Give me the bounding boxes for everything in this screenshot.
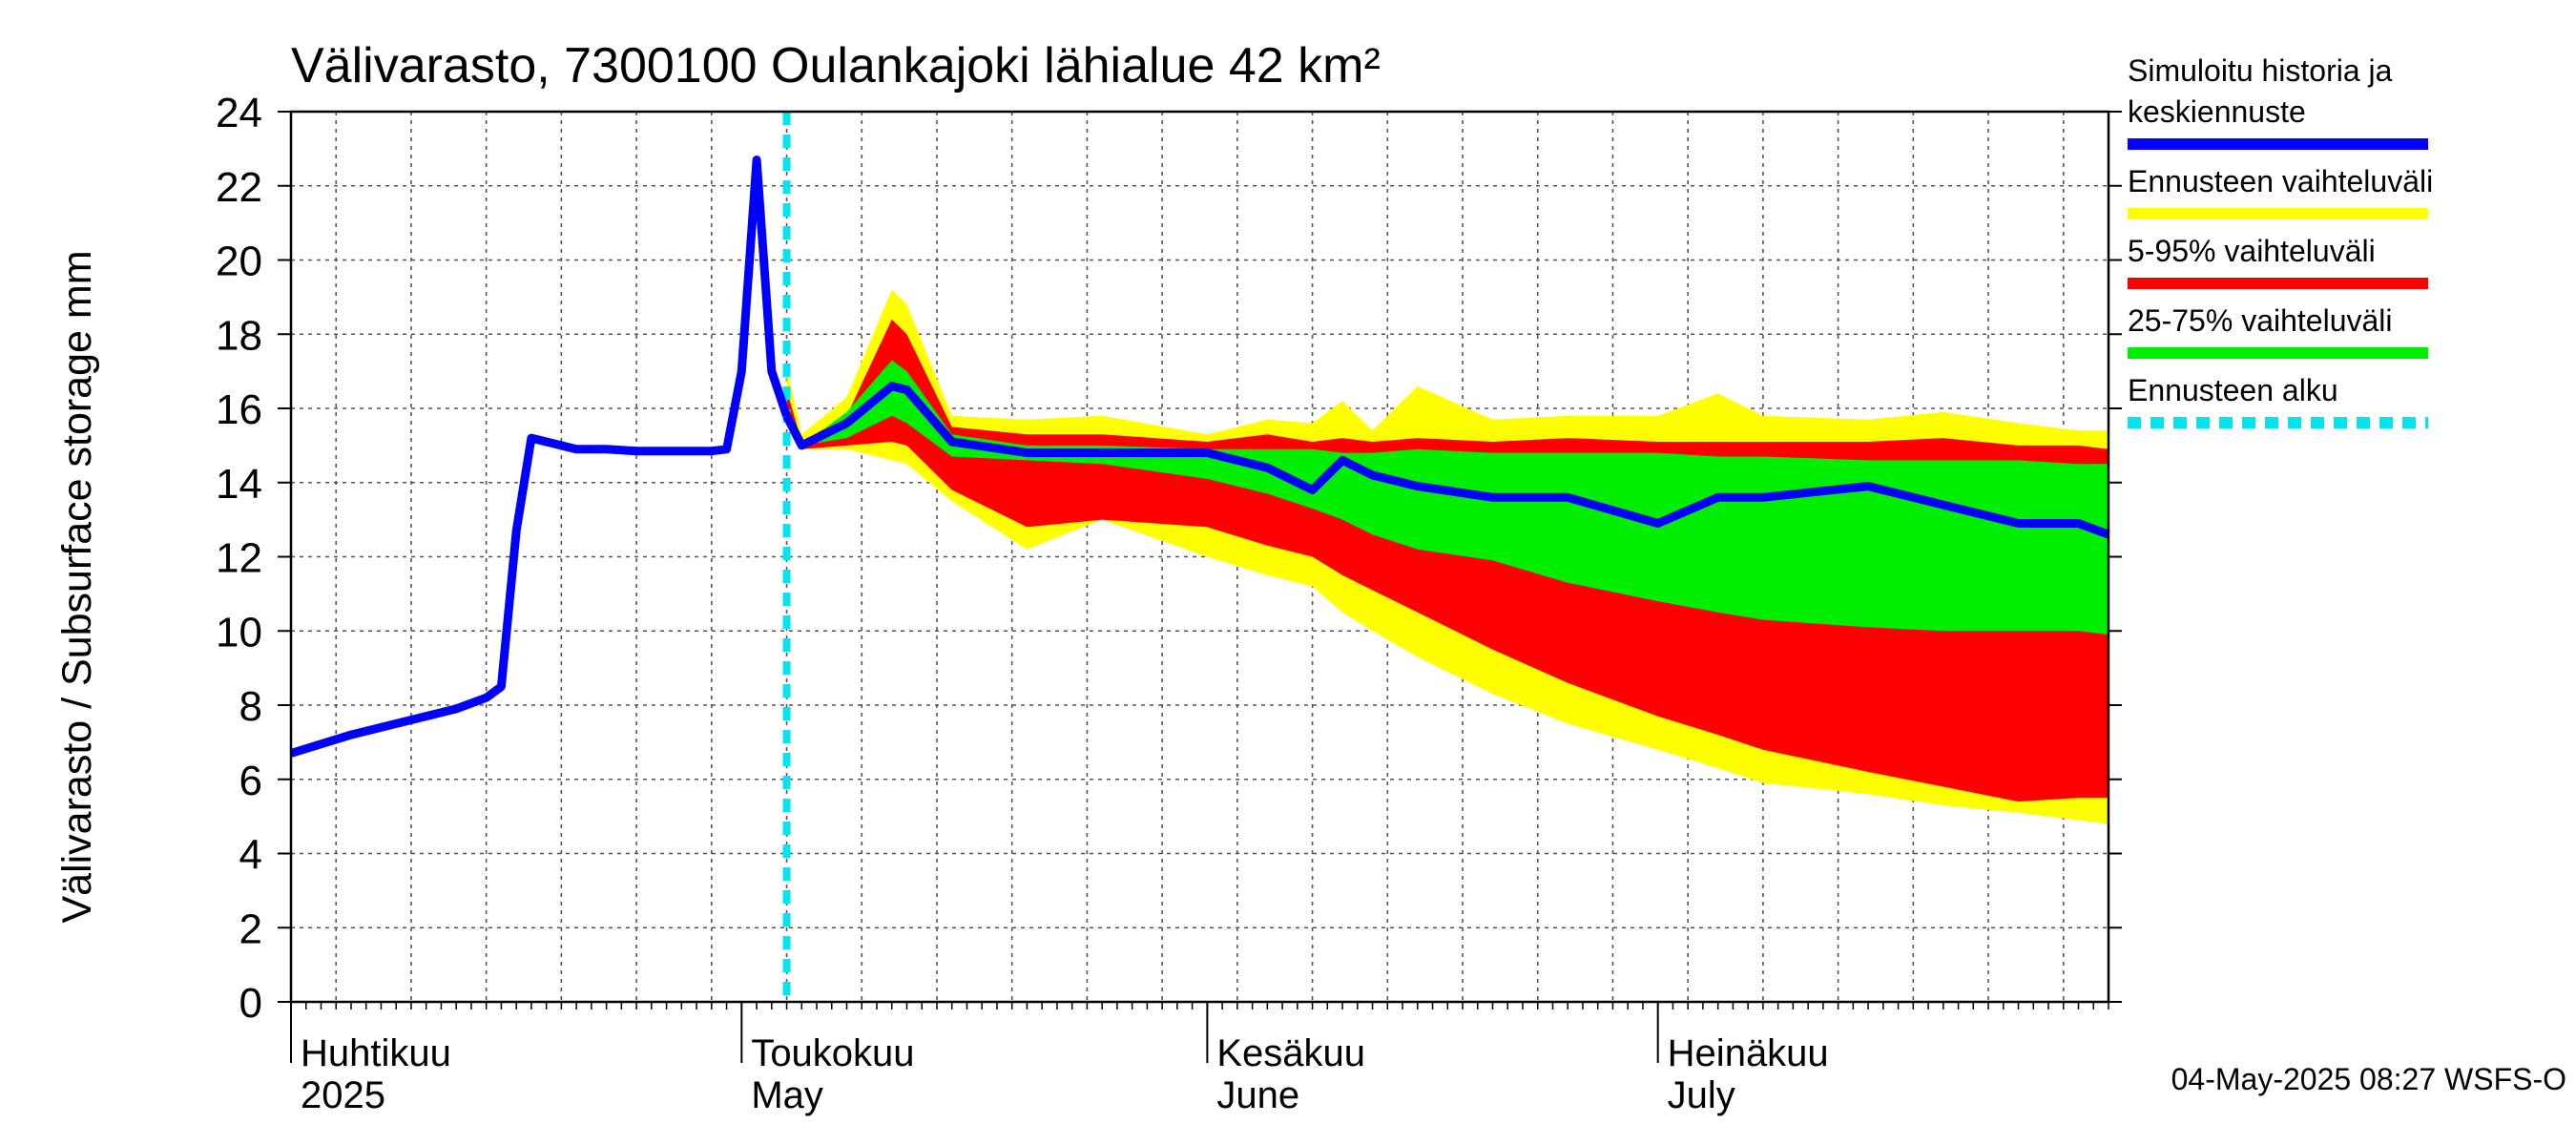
month-label: Huhtikuu bbox=[301, 1032, 451, 1074]
legend-label: Ennusteen vaihteluväli bbox=[2128, 164, 2433, 198]
y-tick-label: 6 bbox=[239, 758, 262, 804]
y-tick-label: 8 bbox=[239, 683, 262, 730]
plot-frame bbox=[289, 110, 2110, 1004]
y-tick-label: 16 bbox=[216, 386, 262, 433]
y-tick-label: 20 bbox=[216, 239, 262, 285]
month-sublabel: 2025 bbox=[301, 1074, 385, 1116]
y-tick-label: 2 bbox=[239, 906, 262, 952]
timestamp-footer: 04-May-2025 08:27 WSFS-O bbox=[2171, 1062, 2566, 1096]
month-sublabel: July bbox=[1668, 1074, 1735, 1116]
legend-label: Ennusteen alku bbox=[2128, 373, 2338, 407]
month-sublabel: May bbox=[751, 1074, 823, 1116]
median-forecast-line bbox=[782, 382, 2110, 539]
axes: 024681012141618202224Huhtikuu2025Toukoku… bbox=[216, 90, 2122, 1116]
series-lines bbox=[289, 112, 2110, 1002]
y-tick-label: 12 bbox=[216, 535, 262, 582]
month-label: Kesäkuu bbox=[1216, 1032, 1365, 1074]
legend-label: 5-95% vaihteluväli bbox=[2128, 234, 2376, 268]
y-tick-label: 10 bbox=[216, 609, 262, 656]
month-label: Toukokuu bbox=[751, 1032, 914, 1074]
band-5-95-vaihteluv-li bbox=[786, 319, 2109, 802]
chart-title: Välivarasto, 7300100 Oulankajoki lähialu… bbox=[291, 38, 1381, 94]
legend: Simuloitu historia ja keskiennuste Ennuste… bbox=[2128, 53, 2433, 428]
y-axis-label: Välivarasto / Subsurface storage mm bbox=[54, 250, 100, 923]
legend-label: keskiennuste bbox=[2128, 94, 2306, 129]
y-tick-label: 0 bbox=[239, 980, 262, 1027]
forecast-bands bbox=[786, 289, 2109, 824]
y-tick-label: 22 bbox=[216, 164, 262, 211]
y-tick-label: 14 bbox=[216, 461, 262, 508]
history-line bbox=[289, 156, 791, 758]
legend-label: Simuloitu historia ja bbox=[2128, 53, 2393, 88]
y-tick-label: 4 bbox=[239, 832, 262, 879]
y-tick-label: 18 bbox=[216, 312, 262, 359]
y-tick-label: 24 bbox=[216, 90, 262, 136]
month-label: Heinäkuu bbox=[1668, 1032, 1829, 1074]
band-25-75-vaihteluv-li bbox=[786, 360, 2109, 635]
month-sublabel: June bbox=[1216, 1074, 1299, 1116]
legend-label: 25-75% vaihteluväli bbox=[2128, 303, 2393, 338]
